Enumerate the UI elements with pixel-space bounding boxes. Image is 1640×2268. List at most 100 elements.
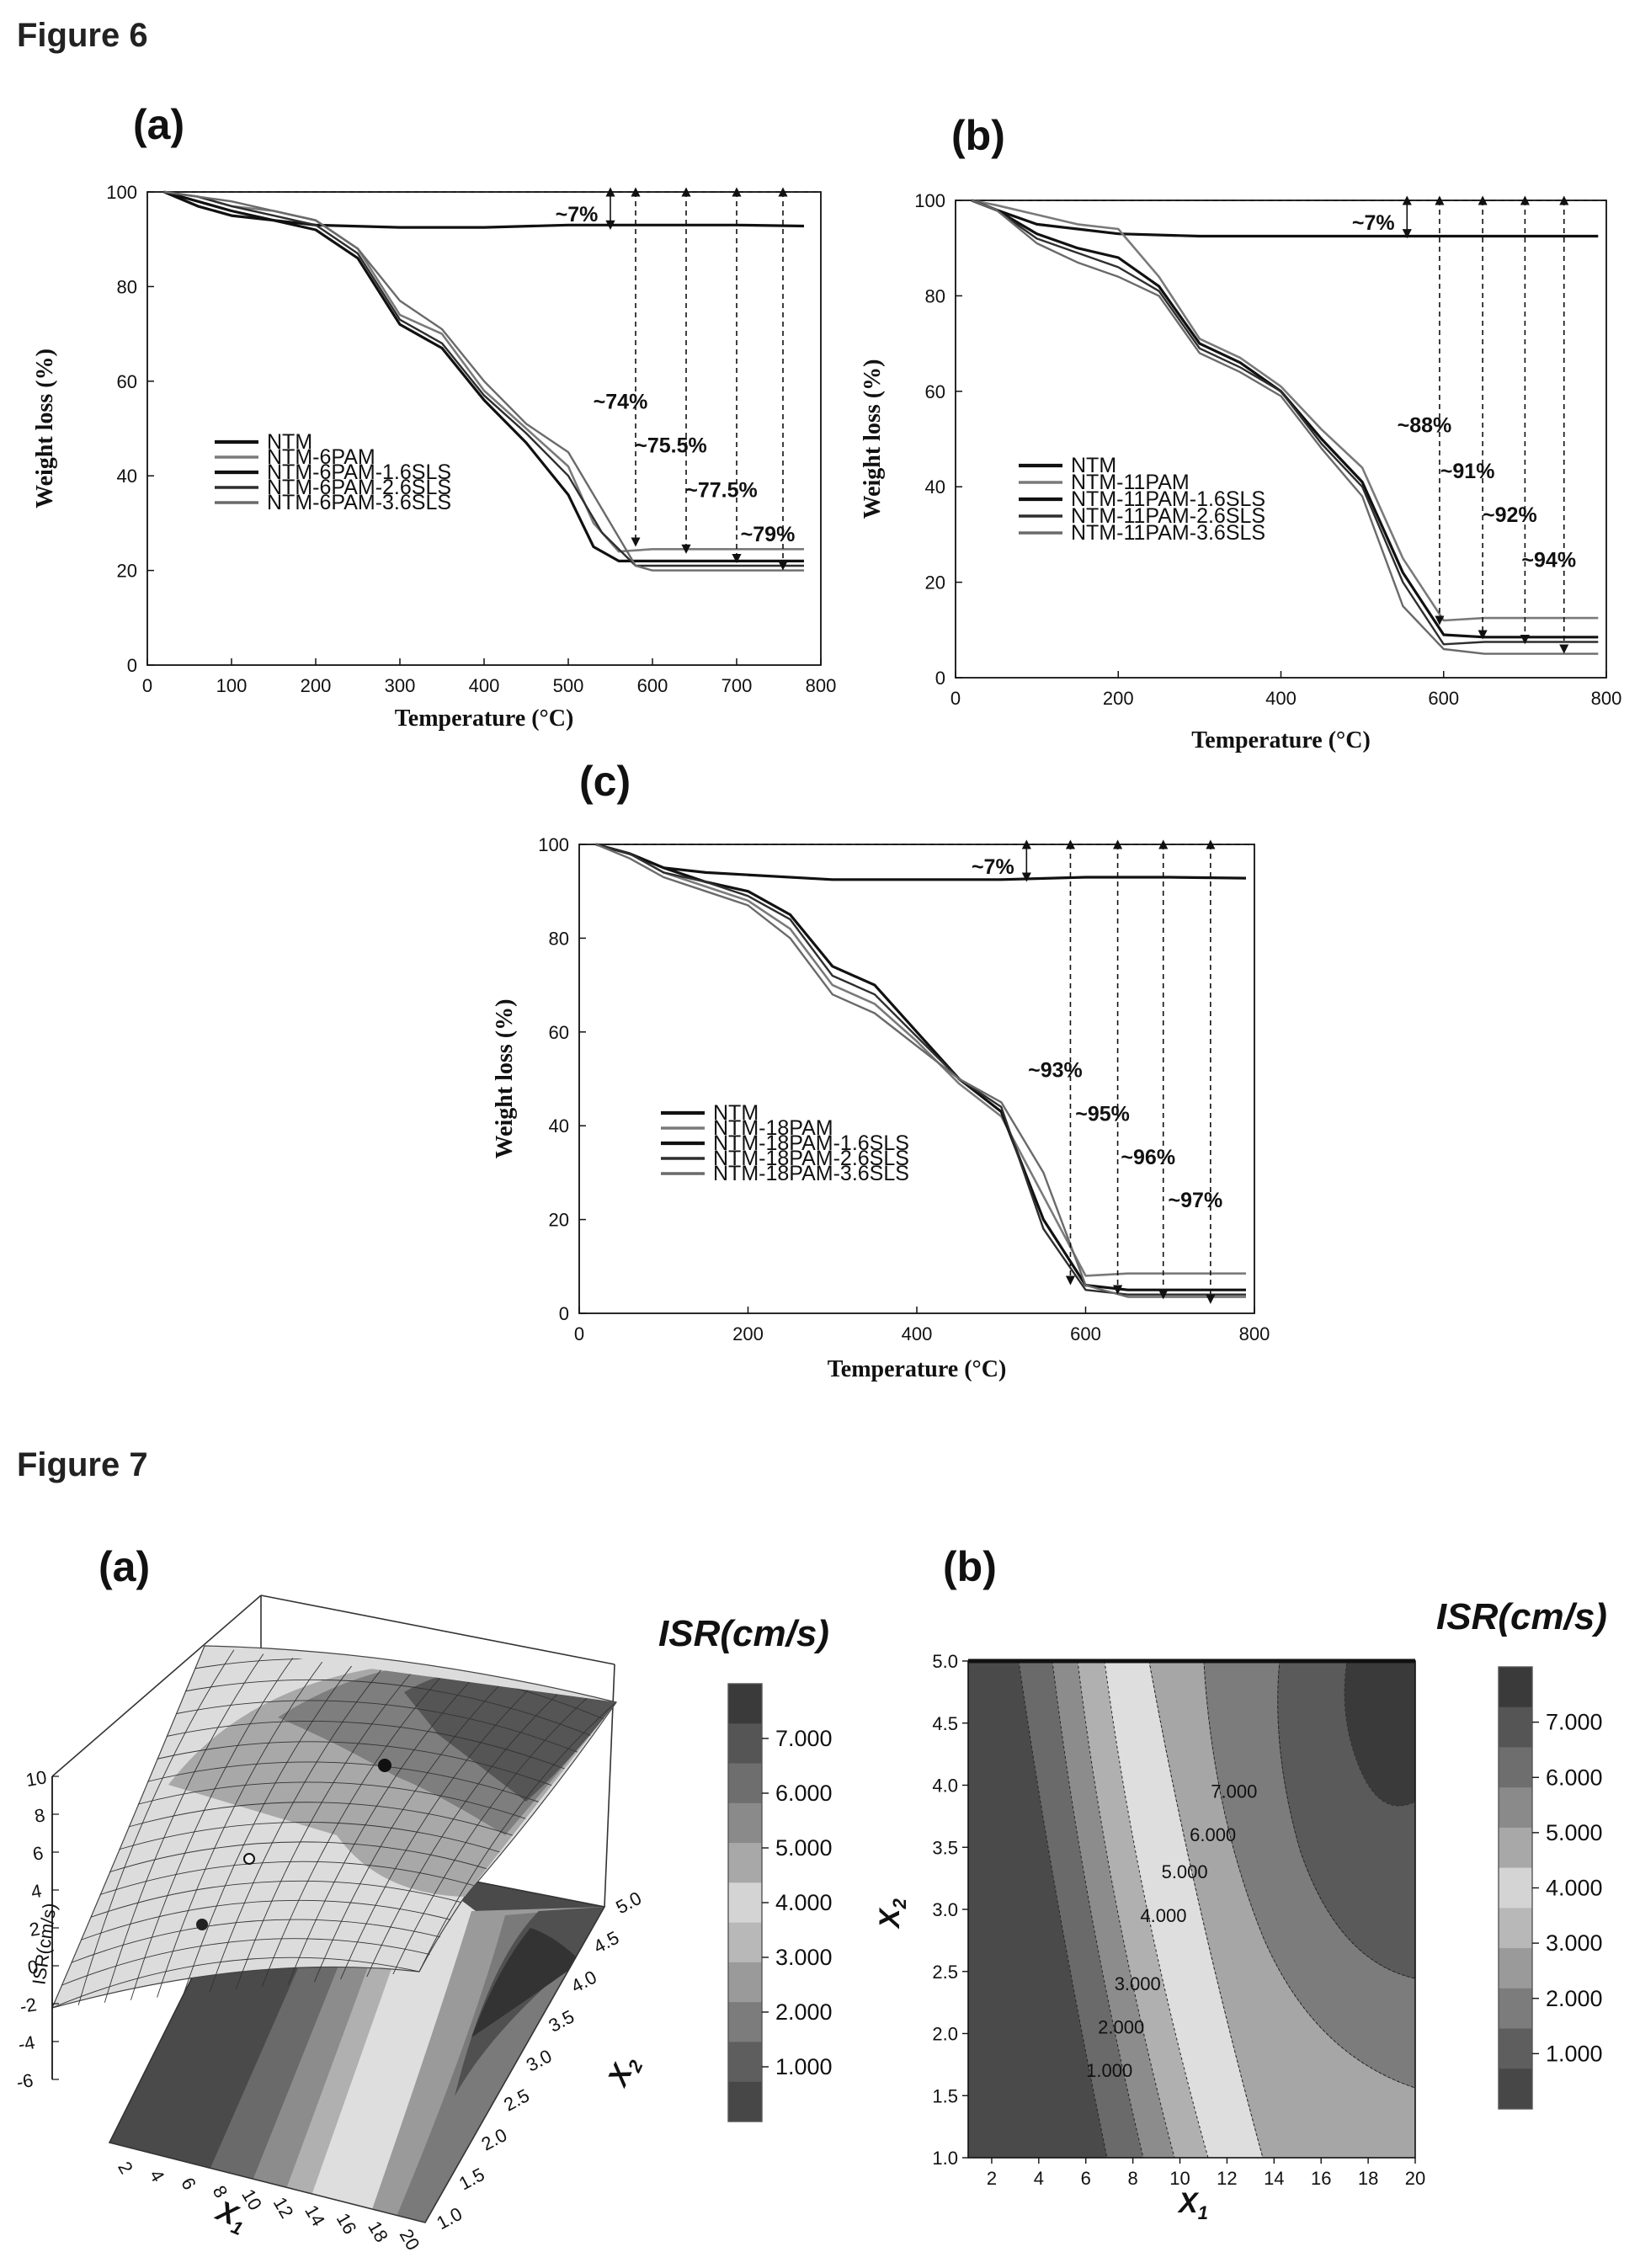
colorbar-step	[1499, 1988, 1532, 2030]
colorbar-step	[1499, 1827, 1532, 1869]
z-axis: 10 8 6 4 2 0 -2 -4 -6	[15, 1766, 59, 2093]
x-tick-label: 18	[1358, 2168, 1378, 2189]
series-line	[163, 190, 804, 563]
colorbar-tick-label: 6.000	[1546, 1765, 1603, 1790]
contour-label: 3.000	[1115, 1973, 1161, 1994]
series-line	[595, 843, 1247, 881]
x-tick-label: 400	[469, 675, 500, 696]
y-tick-label: 100	[106, 182, 137, 203]
design-point	[196, 1919, 208, 1930]
annotation-label: ~97%	[1169, 1189, 1223, 1212]
x1-tick-label: 6	[177, 2174, 200, 2193]
z-tick-label: 6	[31, 1842, 45, 1865]
colorbar-b-title: ISR(cm/s)	[1436, 1596, 1607, 1637]
x1-tick-label: 18	[364, 2217, 392, 2246]
contour-plot: (b) 1.0002.0003.0004.0005.0006.0007.000 …	[874, 1543, 1607, 2223]
x2-tick-label: 2.0	[478, 2124, 511, 2154]
series-line	[595, 843, 1246, 1296]
z-axis-title: ISR(cm/s)	[28, 1902, 60, 1986]
series-line	[163, 190, 804, 572]
colorbar-tick-label: 6.000	[775, 1781, 833, 1806]
z-tick-label: -2	[19, 1994, 39, 2017]
colorbar-step	[728, 1882, 762, 1924]
tga-panel-c: (c) 0 200 400 600 800 0 20 40 60 80 100 Temperature …	[492, 758, 1270, 1382]
x2-tick-label: 3.5	[545, 2005, 578, 2036]
panel-label: (c)	[579, 758, 631, 805]
annotation-label: ~79%	[741, 523, 796, 546]
x-tick-label: 400	[902, 1323, 933, 1344]
design-point	[243, 1853, 255, 1865]
z-tick-label: 2	[28, 1918, 41, 1941]
y-tick-label: 3.0	[932, 1899, 958, 1920]
annotation-label: ~7%	[972, 855, 1014, 879]
series-line	[595, 843, 1246, 1277]
colorbar-tick-label: 3.000	[775, 1945, 833, 1970]
y-tick-label: 80	[925, 285, 945, 306]
colorbar-step	[728, 2081, 762, 2122]
contour-axes: 2 4 6 8 10 12 14 16 18 20 1.0 1.5 2.0 2.5 3.0 3.5 4.0 4.5…	[932, 1651, 1425, 2189]
y-axis-title: Weight loss (%)	[860, 359, 886, 519]
y-tick-label: 100	[538, 834, 569, 855]
series-line	[972, 199, 1599, 622]
x2-tick-label: 3.0	[523, 2045, 556, 2075]
y-tick-label: 60	[925, 381, 945, 402]
annotation-label: ~7%	[556, 203, 599, 226]
x-tick-label: 6	[1081, 2168, 1091, 2189]
y-axis-title: Weight loss (%)	[32, 349, 58, 508]
x-tick-label: 0	[574, 1323, 584, 1344]
colorbar-step	[728, 1843, 762, 1883]
x-tick-label: 16	[1311, 2168, 1331, 2189]
contour-label: 1.000	[1086, 2060, 1132, 2081]
legend-entry: NTM	[267, 430, 312, 454]
y-tick-label: 1.0	[932, 2148, 958, 2169]
legend-entry: NTM-18PAM-1.6SLS	[713, 1131, 909, 1155]
colorbar-a: 7.000 6.000 5.000 4.000 3.000 2.000 1.000	[727, 1683, 833, 2122]
legend-entry: NTM-11PAM-1.6SLS	[1071, 487, 1265, 511]
legend-entry: NTM-11PAM	[1071, 471, 1190, 494]
y-tick-label: 80	[549, 928, 569, 949]
x-tick-label: 400	[1265, 688, 1297, 709]
colorbar-tick-label: 5.000	[775, 1835, 833, 1861]
x2-axis-title: X2	[601, 2050, 647, 2094]
colorbar-tick-label: 2.000	[1546, 1986, 1603, 2011]
design-point	[378, 1759, 391, 1772]
colorbar-step	[1499, 1706, 1532, 1748]
legend-entry: NTM-6PAM	[267, 445, 375, 469]
colorbar-tick-label: 3.000	[1546, 1930, 1603, 1956]
colorbar-step	[728, 1684, 762, 1724]
x1-tick-label: 14	[301, 2201, 329, 2230]
legend-entry: NTM-11PAM-2.6SLS	[1071, 504, 1265, 528]
x-tick-label: 20	[1405, 2168, 1425, 2189]
x-tick-label: 300	[385, 675, 416, 696]
y-tick-label: 4.0	[932, 1776, 958, 1797]
z-tick-label: 4	[29, 1880, 43, 1903]
fig7a-panel-label: (a)	[99, 1543, 150, 1590]
colorbar-step	[728, 1922, 762, 1963]
panel-label: (b)	[951, 112, 1005, 159]
colorbar-tick-label: 7.000	[1546, 1710, 1603, 1735]
figure7-title: Figure 7	[17, 1446, 148, 1483]
legend-entry: NTM-6PAM-1.6SLS	[267, 461, 451, 484]
contour-label: 6.000	[1190, 1824, 1236, 1845]
colorbar-tick-label: 1.000	[775, 2054, 833, 2079]
legend-entry: NTM-6PAM-2.6SLS	[267, 476, 451, 499]
z-tick-label: 8	[33, 1804, 46, 1827]
x-axis-title: Temperature (°C)	[395, 705, 574, 732]
x-tick-label: 800	[806, 675, 837, 696]
contour-level-labels: 1.000 2.000 3.000 4.000 5.000 6.000 7.000	[1086, 1781, 1257, 2081]
legend-entry: NTM-6PAM-3.6SLS	[267, 491, 451, 514]
tga-panel-b: (b) 0 200 400 600 800 0 20 40 60 80 100 Temperature …	[860, 112, 1621, 753]
x-tick-label: 2	[987, 2168, 997, 2189]
x-axis-title: Temperature (°C)	[828, 1356, 1007, 1382]
contour-fill	[968, 1661, 1415, 2158]
annotation-label: ~74%	[594, 390, 648, 413]
series-line	[595, 843, 1246, 1298]
y-tick-label: 60	[549, 1022, 569, 1043]
series-line	[971, 199, 1599, 646]
annotation-label: ~94%	[1521, 548, 1576, 572]
colorbar-step	[728, 1802, 762, 1844]
contour-label: 7.000	[1211, 1781, 1257, 1802]
y-tick-label: 2.0	[932, 2024, 958, 2045]
plot-frame	[578, 844, 1255, 1314]
series-line	[971, 199, 1599, 639]
